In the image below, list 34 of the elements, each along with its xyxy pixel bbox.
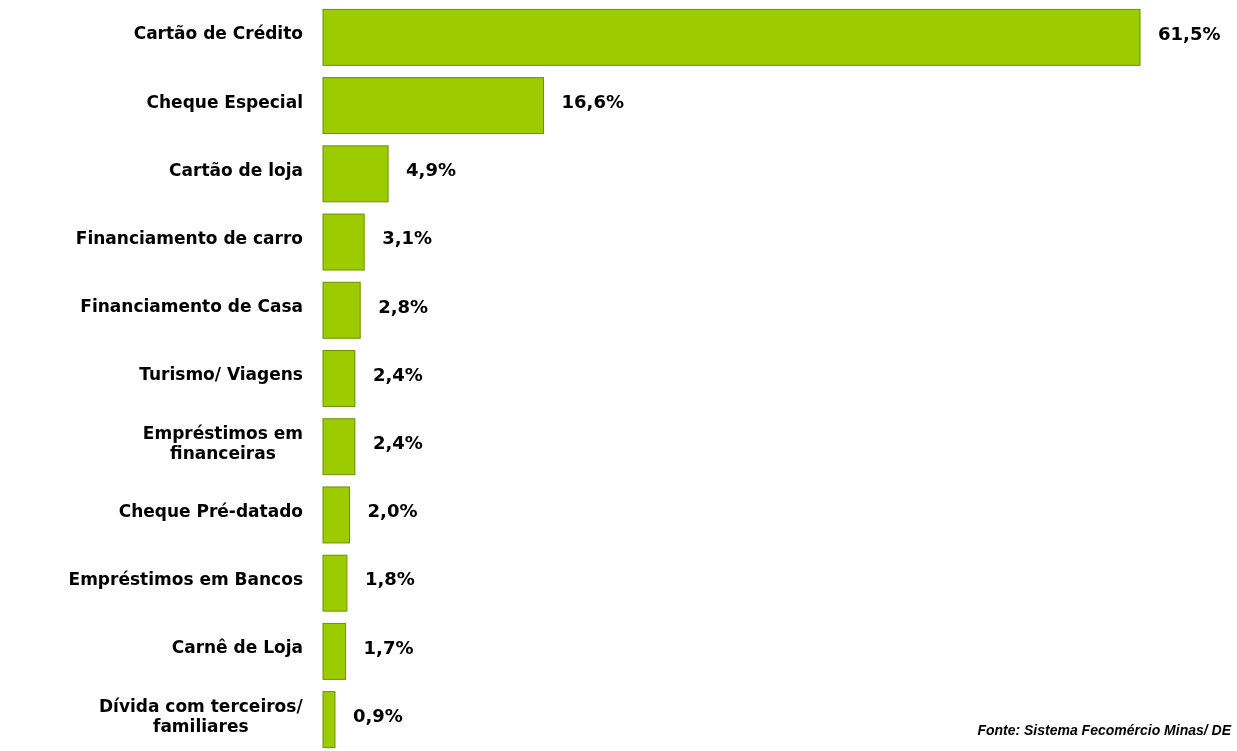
y-tick-label: Financiamento de Casa — [80, 296, 303, 317]
bar — [322, 350, 356, 407]
data-label: 0,9% — [352, 704, 403, 726]
data-label: 16,6% — [561, 90, 624, 112]
y-tick-label: Empréstimos em Bancos — [68, 569, 303, 590]
bar — [322, 418, 356, 476]
bar — [322, 622, 347, 680]
data-label: 2,8% — [378, 295, 429, 317]
y-tick-label: Cartão de loja — [169, 159, 303, 180]
data-label: 2,0% — [367, 500, 418, 522]
data-label: 1,8% — [364, 568, 415, 590]
data-label: 61,5% — [1158, 22, 1221, 44]
data-label: 1,7% — [363, 636, 414, 658]
annotation: Fonte: Sistema Fecomércio Minas/ DE — [977, 722, 1232, 738]
data-label: 2,4% — [372, 363, 423, 385]
bar — [322, 213, 365, 271]
bar — [322, 486, 351, 544]
y-tick-label: Empréstimos em financeiras — [142, 422, 303, 463]
bar — [322, 8, 1141, 66]
bar — [322, 554, 348, 612]
y-tick-label: Cheque Especial — [146, 91, 303, 112]
y-tick-label: Financiamento de carro — [75, 228, 303, 248]
bar — [322, 281, 361, 339]
bar — [322, 145, 389, 203]
data-label: 4,9% — [406, 159, 457, 181]
y-tick-label: Dívida com terceiros/ familiares — [98, 695, 304, 736]
y-tick-label: Carnê de Loja — [171, 637, 303, 658]
y-tick-label: Cheque Pré-datado — [118, 500, 303, 521]
bar — [322, 77, 545, 135]
y-tick-label: Cartão de Crédito — [133, 23, 303, 44]
bar — [322, 691, 336, 749]
data-label: 2,4% — [372, 432, 423, 454]
data-label: 3,1% — [382, 227, 433, 249]
y-tick-label: Turismo/ Viagens — [139, 364, 303, 385]
